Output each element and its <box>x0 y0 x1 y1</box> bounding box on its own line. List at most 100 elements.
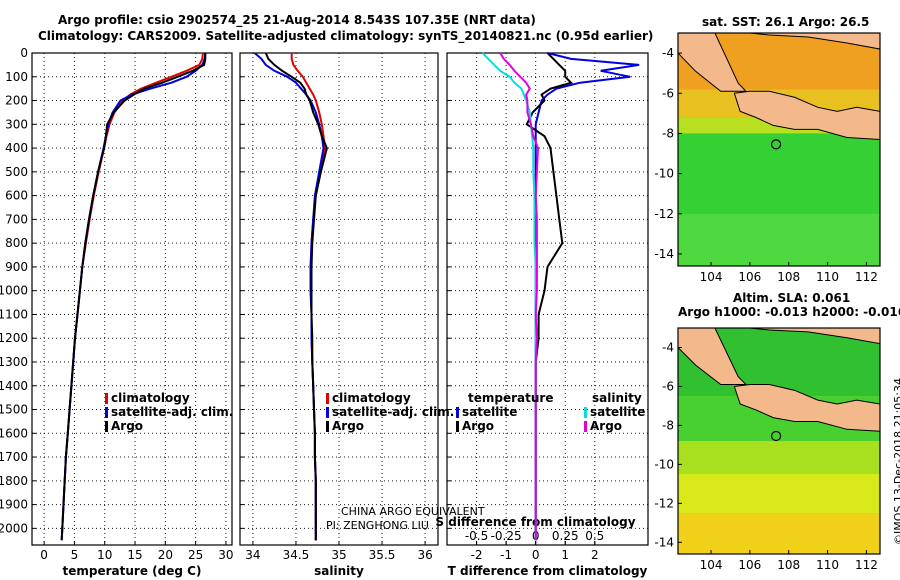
x-tick-label: -2 <box>471 548 483 562</box>
x-tick-label: 34.5 <box>283 548 310 562</box>
legend-label-argo: Argo <box>332 419 365 433</box>
title-line-2: Climatology: CARS2009. Satellite-adjuste… <box>38 29 654 43</box>
y-tick-label: 200 <box>5 94 28 108</box>
legend-swatch-s-argo <box>584 420 587 432</box>
x2-tick-label: -0.5 <box>465 529 488 543</box>
y-tick-label: 700 <box>5 212 28 226</box>
x-axis-label: temperature (deg C) <box>63 564 202 578</box>
x-axis-label: T difference from climatology <box>448 564 648 578</box>
salinity-legend: climatology satellite-adj. clim. Argo <box>326 391 454 433</box>
legend-label-t-argo: Argo <box>462 419 495 433</box>
land-sumatra <box>678 33 748 92</box>
map-sla_map <box>678 328 880 554</box>
x-tick-label: 25 <box>188 548 203 562</box>
y-tick-label: 1900 <box>0 498 28 512</box>
x-axis-label: salinity <box>314 564 364 578</box>
map-y-tick-label: -12 <box>654 207 674 221</box>
map-x-tick-label: 104 <box>700 270 723 284</box>
plot-frame <box>239 52 439 546</box>
map-x-tick-label: 112 <box>855 558 878 572</box>
y-tick-label: 1100 <box>0 307 28 321</box>
argo-float-marker <box>770 139 782 150</box>
map-band <box>678 474 880 514</box>
legend-swatch-climatology <box>105 392 108 404</box>
sst-map-title: sat. SST: 26.1 Argo: 26.5 <box>702 15 870 29</box>
map-x-tick-label: 110 <box>816 558 839 572</box>
legend-label-satellite: satellite-adj. clim. <box>332 405 455 419</box>
y-tick-label: 1800 <box>0 474 28 488</box>
land-borneo <box>749 33 880 50</box>
map-x-tick-label: 110 <box>816 270 839 284</box>
map-y-tick-label: -8 <box>662 418 674 432</box>
x-tick-label: 15 <box>127 548 142 562</box>
map-y-tick-label: -14 <box>654 247 674 261</box>
legend-swatch-satellite <box>105 406 108 418</box>
y-tick-label: 500 <box>5 165 28 179</box>
map-band <box>678 513 880 554</box>
y-tick-label: 1600 <box>0 426 28 440</box>
y-tick-label: 1200 <box>0 331 28 345</box>
temperature-legend: climatology satellite-adj. clim. Argo <box>105 391 233 433</box>
title-line-1: Argo profile: csio 2902574_25 21-Aug-201… <box>58 13 536 27</box>
legend-swatch-t-satellite <box>456 406 459 418</box>
x-tick-label: 2 <box>591 548 599 562</box>
legend-swatch-climatology <box>326 392 329 404</box>
x-tick-label: 5 <box>71 548 79 562</box>
map-x-tick-label: 104 <box>700 558 723 572</box>
x2-tick-label: 0.25 <box>552 529 579 543</box>
land-java <box>733 90 880 140</box>
y-tick-label: 1000 <box>0 284 28 298</box>
x-tick-label: 34 <box>245 548 260 562</box>
legend-swatch-argo <box>105 420 108 432</box>
series-line-climatology <box>60 52 204 541</box>
series-line-argo <box>60 53 207 541</box>
plot-frame <box>31 52 233 546</box>
x-tick-label: 0 <box>532 548 540 562</box>
map-x-tick-label: 108 <box>777 270 800 284</box>
map-band <box>678 441 880 475</box>
difference-legend-salinity: salinity satellite Argo <box>584 391 645 433</box>
map-y-tick-label: -6 <box>662 86 674 100</box>
y-tick-label: 100 <box>5 70 28 84</box>
map-x-tick-label: 112 <box>855 270 878 284</box>
land-borneo <box>749 328 880 345</box>
x-tick-label: 20 <box>158 548 173 562</box>
legend-label-s-satellite: satellite <box>590 405 646 419</box>
annotation-pi: PI: ZENGHONG LIU <box>326 519 429 532</box>
map-y-tick-label: -10 <box>654 457 674 471</box>
x-tick-label: -1 <box>500 548 512 562</box>
legend-label-satellite: satellite-adj. clim. <box>111 405 234 419</box>
land-java <box>733 384 880 432</box>
legend-swatch-s-satellite <box>584 406 587 418</box>
x2-tick-label: -0.25 <box>491 529 522 543</box>
map-y-tick-label: -12 <box>654 496 674 510</box>
map-frame <box>677 327 881 555</box>
legend-title-temperature: temperature <box>468 391 554 405</box>
y-tick-label: 2000 <box>0 521 28 535</box>
map-y-tick-label: -14 <box>654 535 674 549</box>
legend-label-argo: Argo <box>111 419 144 433</box>
y-tick-label: 800 <box>5 236 28 250</box>
y-tick-label: 900 <box>5 260 28 274</box>
series-line-argo <box>264 52 328 541</box>
x2-tick-label: 0.5 <box>585 529 604 543</box>
map-band <box>678 213 880 266</box>
legend-label-t-satellite: satellite <box>462 405 518 419</box>
map-y-tick-label: -10 <box>654 167 674 181</box>
legend-label-s-argo: Argo <box>590 419 623 433</box>
legend-title-salinity: salinity <box>592 391 642 405</box>
y-tick-label: 300 <box>5 117 28 131</box>
map-x-tick-label: 106 <box>738 270 761 284</box>
land-sumatra <box>678 328 748 385</box>
sla-map-title-1: Altim. SLA: 0.061 <box>733 291 851 305</box>
y-tick-label: 1700 <box>0 450 28 464</box>
map-y-tick-label: -6 <box>662 379 674 393</box>
x-tick-label: 30 <box>218 548 233 562</box>
x-tick-label: 10 <box>97 548 112 562</box>
legend-swatch-t-argo <box>456 420 459 432</box>
map-frame <box>677 32 881 267</box>
legend-swatch-satellite <box>326 406 329 418</box>
x-tick-label: 0 <box>40 548 48 562</box>
map-x-tick-label: 106 <box>738 558 761 572</box>
